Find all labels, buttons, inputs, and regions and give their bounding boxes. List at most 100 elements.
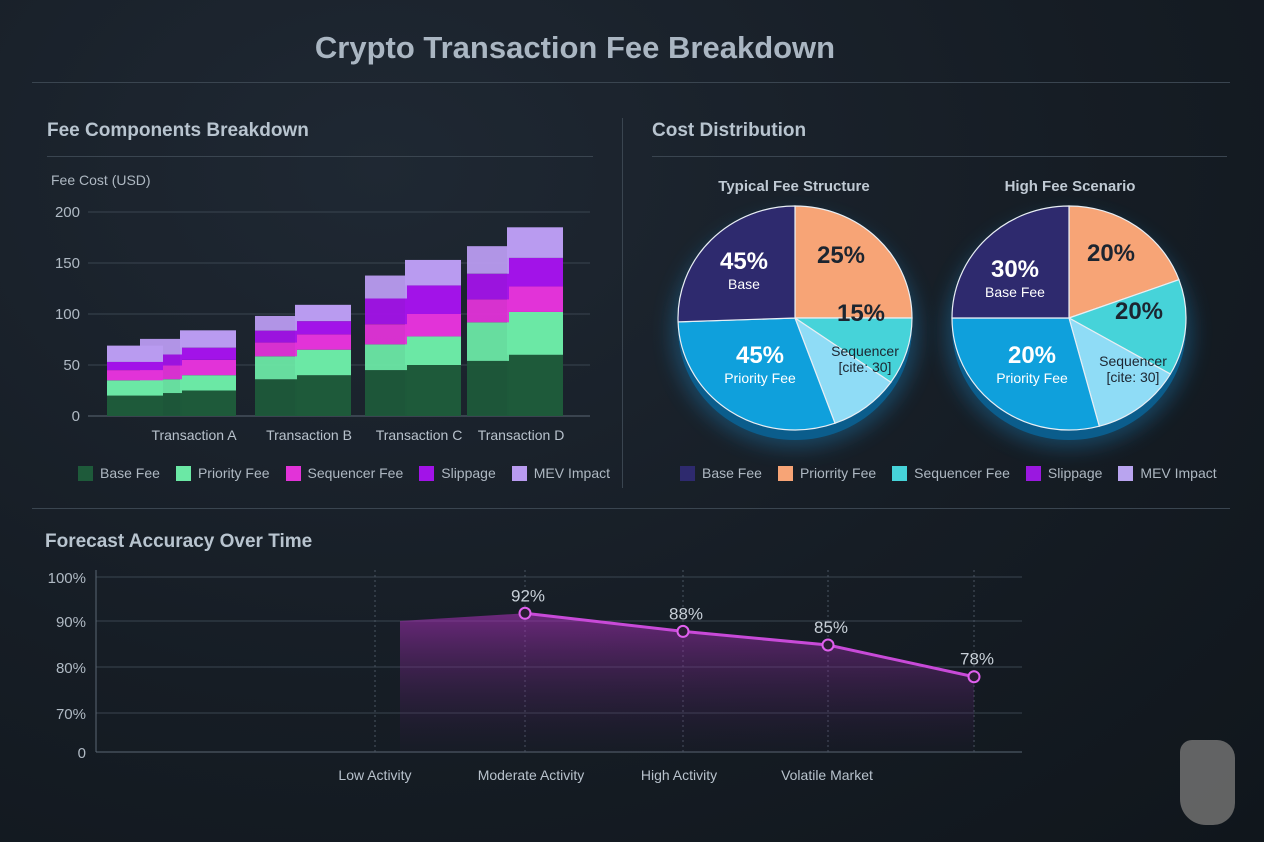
bar-segment-back	[255, 342, 297, 357]
pie1-priority-label: 45% Priority Fee	[724, 342, 796, 386]
pie-legend-item-mev-impact: MEV Impact	[1118, 465, 1217, 481]
pie-legend-item-sequencer-fee: Sequencer Fee	[892, 465, 1010, 481]
bar-segment-back	[365, 275, 407, 299]
pie-legend: Base Fee Priorrity Fee Sequencer Fee Sli…	[680, 465, 1233, 481]
pie-legend-item-priority-fee: Priorrity Fee	[777, 465, 876, 481]
line-x-tick-label: High Activity	[641, 767, 717, 783]
pie1-orange-label: 25%	[816, 242, 866, 269]
pie1-slice-priority	[677, 317, 836, 431]
bar-segment-sequencer-fee	[405, 314, 461, 337]
line-series	[524, 611, 975, 679]
legend-item-slippage: Slippage	[419, 465, 496, 481]
pie2-slice-orange	[1068, 205, 1180, 319]
line-y-tick-label: 70%	[56, 706, 86, 723]
line-section-title: Forecast Accuracy Over Time	[45, 531, 313, 552]
bar-segment-back	[467, 360, 509, 416]
bar-x-tick-label: Transaction C	[376, 427, 463, 443]
bar-segment-mev-impact	[507, 227, 563, 258]
bar-y-tick-label: 150	[55, 255, 80, 272]
pie-section-divider	[652, 156, 1227, 157]
bar-x-tick-label: Transaction D	[478, 427, 565, 443]
bar-segment-priority-fee	[295, 349, 351, 376]
pie2-priority-label: 20% Priority Fee	[996, 342, 1068, 386]
bar-y-tick-label: 50	[63, 357, 80, 374]
pie2-slice-cyan	[1067, 278, 1187, 375]
pie2-cyan-label: 20%	[1114, 298, 1164, 325]
bar-segment-base-fee	[180, 390, 236, 416]
pie1-sequencer-label: Sequencer [cite: 30]	[831, 343, 899, 376]
line-x-tick-label: Volatile Market	[781, 767, 873, 783]
bar-segment-priority-fee	[507, 311, 563, 355]
bar-segment-priority-fee	[405, 336, 461, 365]
bar-segment-slippage	[405, 285, 461, 314]
bar-segment-base-fee	[295, 375, 351, 416]
page-title: Crypto Transaction Fee Breakdown	[314, 30, 836, 65]
line-y-tick-label: 80%	[56, 660, 86, 677]
bar-segment-back	[255, 356, 297, 380]
pie-section-title: Cost Distribution	[652, 120, 807, 141]
bar-segment-slippage	[295, 321, 351, 335]
line-point-label: 88%	[669, 604, 703, 623]
bar-segment-base-fee	[507, 354, 563, 416]
thumb-overlay	[1180, 740, 1235, 825]
bar-y-tick-label: 200	[55, 204, 80, 221]
bar-segment-back	[365, 370, 407, 416]
bar-extra-segment	[107, 370, 163, 381]
pie1-title: Typical Fee Structure	[718, 178, 870, 195]
bar-segment-slippage	[180, 347, 236, 360]
legend-item-priority-fee: Priority Fee	[175, 465, 270, 481]
title-divider	[32, 82, 1230, 83]
pie1-slice-orange	[794, 205, 913, 319]
pie2-base-label: 30% Base Fee	[985, 256, 1045, 300]
bar-segment-back	[467, 273, 509, 300]
pie2-title: High Fee Scenario	[1004, 178, 1136, 195]
bar-x-tick-label: Transaction B	[266, 427, 352, 443]
bar-segment-back	[467, 299, 509, 323]
line-point	[518, 606, 532, 620]
bar-section-divider	[47, 156, 593, 157]
bar-y-axis-label: Fee Cost (USD)	[51, 172, 151, 188]
line-point	[676, 624, 690, 638]
bar-segment-sequencer-fee	[180, 359, 236, 376]
pie1-base-label: 45% Base	[719, 248, 769, 292]
bar-segment-slippage	[507, 257, 563, 287]
bar-section-title: Fee Components Breakdown	[47, 120, 309, 141]
pie2-slice-sequencer	[1068, 316, 1172, 427]
line-y-tick-label: 90%	[56, 614, 86, 631]
line-point	[821, 638, 835, 652]
bar-segment-back	[467, 322, 509, 361]
bar-x-tick-label: Transaction A	[151, 427, 237, 443]
middle-divider	[32, 508, 1230, 509]
bar-segment-mev-impact	[295, 304, 351, 322]
bar-segment-sequencer-fee	[295, 334, 351, 350]
bar-segment-back	[365, 344, 407, 371]
pie1-slice-base	[677, 205, 796, 323]
bar-segment-priority-fee	[180, 375, 236, 391]
bar-segment-base-fee	[405, 365, 461, 416]
bar-segment-back	[365, 324, 407, 345]
pie2-orange-label: 20%	[1086, 240, 1136, 267]
line-point-label: 85%	[814, 618, 848, 637]
line-point-label: 78%	[960, 650, 994, 669]
legend-item-sequencer-fee: Sequencer Fee	[285, 465, 403, 481]
bar-segment-sequencer-fee	[507, 286, 563, 312]
bar-y-tick-label: 0	[72, 408, 80, 425]
bar-segment-back	[365, 298, 407, 325]
pie2-slice-priority	[951, 317, 1101, 431]
pie1-cyan-label: 15%	[836, 300, 886, 327]
legend-item-mev-impact: MEV Impact	[511, 465, 610, 481]
pie-legend-item-base-fee: Base Fee	[680, 465, 762, 481]
bar-legend: Base Fee Priority Fee Sequencer Fee Slip…	[78, 465, 626, 481]
line-point	[967, 670, 981, 684]
pie2-slice-base	[951, 205, 1070, 319]
bar-extra-segment	[107, 380, 163, 396]
section-vertical-divider	[622, 118, 623, 488]
legend-item-base-fee: Base Fee	[78, 465, 160, 481]
bar-extra-segment	[107, 395, 163, 416]
bar-segment-mev-impact	[180, 330, 236, 348]
line-y-tick-label: 0	[78, 745, 86, 762]
bar-extra-segment	[107, 345, 163, 362]
